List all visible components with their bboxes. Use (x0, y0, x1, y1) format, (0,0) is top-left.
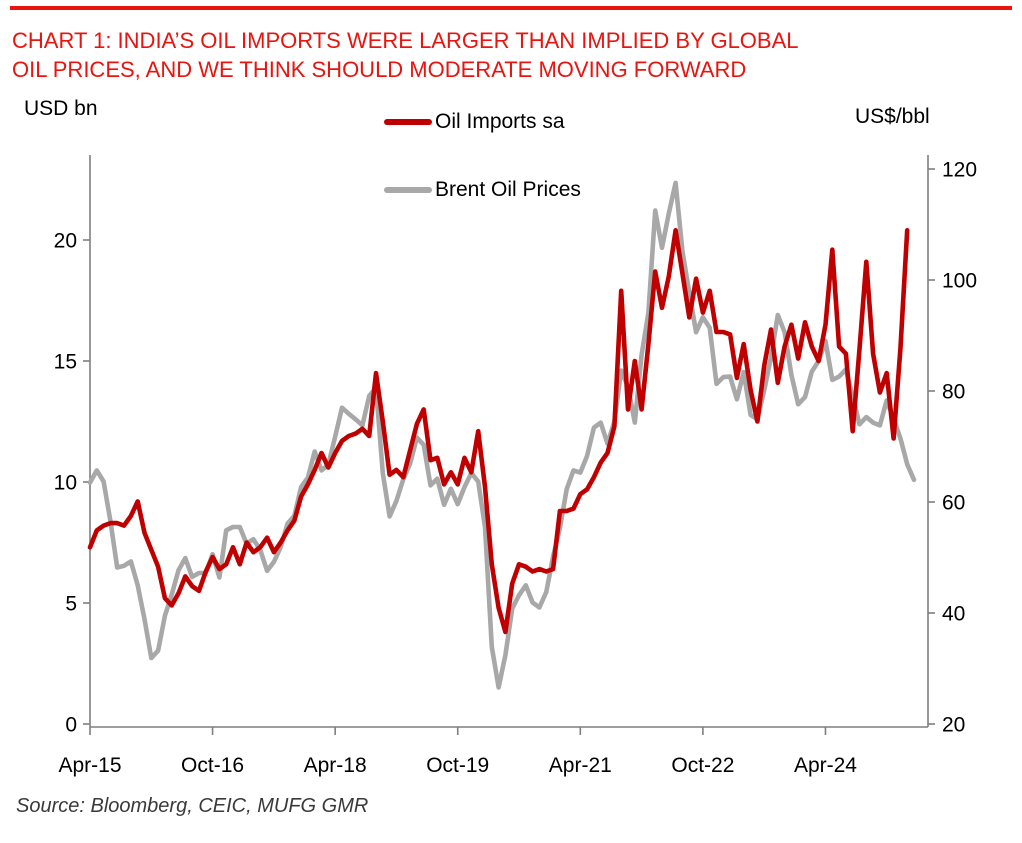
chart-title-line2: OIL PRICES, AND WE THINK SHOULD MODERATE… (12, 57, 747, 82)
x-axis-tick-label: Apr-24 (794, 754, 857, 777)
chart-title-line1: CHART 1: INDIA’S OIL IMPORTS WERE LARGER… (12, 28, 799, 53)
oil-imports-line-swatch (384, 119, 432, 125)
legend-item-brent: Brent Oil Prices (384, 178, 581, 202)
left-axis-tick-label: 5 (65, 593, 77, 616)
legend-item-oil-imports: Oil Imports sa (384, 110, 565, 134)
left-axis-unit-label: USD bn (24, 97, 98, 120)
series-line-oil-imports-sa (87, 228, 910, 635)
right-axis-tick-label: 80 (942, 381, 965, 404)
left-axis-tick-label: 20 (54, 230, 77, 253)
left-axis-tick-label: 15 (54, 351, 77, 374)
x-axis-tick-label: Apr-18 (304, 754, 367, 777)
left-axis-tick-label: 0 (65, 714, 77, 737)
legend-label-brent: Brent Oil Prices (435, 178, 581, 201)
x-axis-tick-label: Oct-16 (181, 754, 244, 777)
source-note: Source: Bloomberg, CEIC, MUFG GMR (16, 795, 369, 817)
brent-line-swatch (384, 187, 432, 193)
x-axis-tick-label: Oct-19 (426, 754, 489, 777)
top-red-rule (10, 6, 1012, 10)
right-axis-tick-label: 20 (942, 714, 965, 737)
axis-lines (89, 155, 929, 728)
chart-title: CHART 1: INDIA’S OIL IMPORTS WERE LARGER… (12, 26, 1002, 84)
x-axis-tick-label: Oct-22 (671, 754, 734, 777)
right-axis-unit-label: US$/bbl (855, 105, 930, 128)
right-axis-tick-label: 40 (942, 603, 965, 626)
right-axis-tick-label: 100 (942, 270, 977, 293)
x-axis-tick-label: Apr-21 (549, 754, 612, 777)
right-axis-tick-label: 60 (942, 492, 965, 515)
legend-label-oil-imports: Oil Imports sa (435, 110, 565, 133)
left-axis-tick-label: 10 (54, 472, 77, 495)
right-axis-tick-label: 120 (942, 159, 977, 182)
series-line-brent-oil-prices (87, 180, 917, 690)
x-axis-tick-label: Apr-15 (58, 754, 121, 777)
